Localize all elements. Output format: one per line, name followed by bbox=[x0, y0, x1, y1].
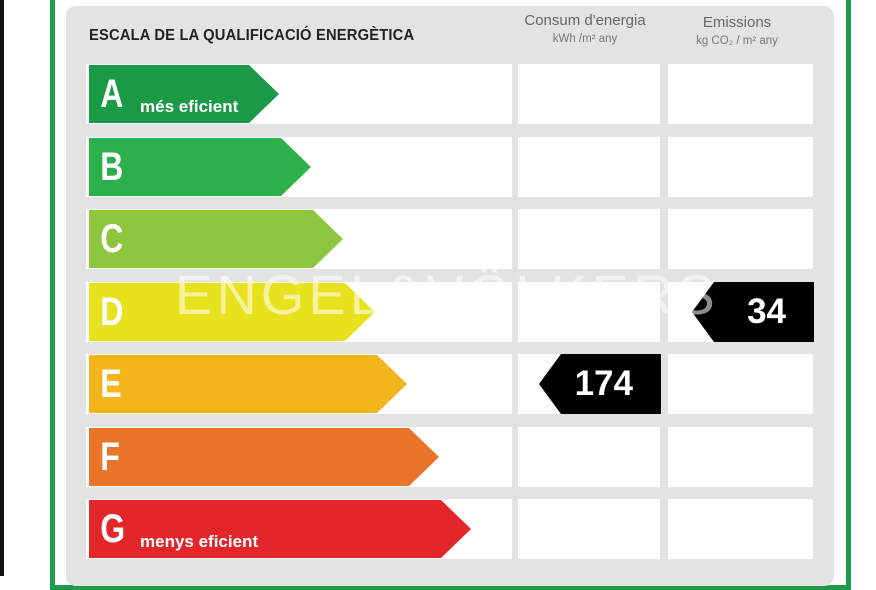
rating-arrow-d: D bbox=[89, 283, 375, 341]
rating-letter: C bbox=[100, 216, 124, 261]
rating-arrow-e: E bbox=[89, 355, 407, 413]
emissions-label: Emissions bbox=[702, 14, 772, 31]
rating-letter: B bbox=[100, 144, 124, 189]
left-border bbox=[0, 0, 4, 576]
emissions-cell-c bbox=[668, 209, 813, 269]
rating-letter: G bbox=[100, 506, 126, 551]
consum-cell-f bbox=[518, 427, 660, 487]
emissions-cell-f bbox=[668, 427, 813, 487]
emissions-column-header: Emissions kg CO₂ / m² any bbox=[668, 14, 806, 50]
rating-letter: E bbox=[100, 361, 122, 406]
consum-cell-d bbox=[518, 282, 660, 342]
rating-letter: A bbox=[100, 71, 124, 116]
emissions-unit: kg CO₂ / m² any bbox=[696, 35, 778, 47]
consum-cell-g bbox=[518, 499, 660, 559]
consum-label: Consum d'energia bbox=[524, 12, 646, 29]
rating-letter: F bbox=[100, 434, 120, 479]
rating-arrow-f: F bbox=[89, 428, 439, 486]
rating-caption: menys eficient bbox=[140, 532, 259, 551]
consum-cell-a bbox=[518, 64, 660, 124]
consum-cell-c bbox=[518, 209, 660, 269]
rating-arrow-c: C bbox=[89, 210, 343, 268]
label-title: ESCALA DE LA QUALIFICACIÓ ENERGÈTICA bbox=[89, 27, 415, 44]
emissions-cell-e bbox=[668, 354, 813, 414]
rating-caption: més eficient bbox=[140, 97, 239, 116]
emissions-cell-b bbox=[668, 137, 813, 197]
emissions-cell-a bbox=[668, 64, 813, 124]
consum-rating-marker: 174 bbox=[539, 354, 661, 414]
consum-unit: kWh /m² any bbox=[552, 33, 618, 45]
emissions-rating-marker: 34 bbox=[692, 282, 814, 342]
rating-letter: D bbox=[100, 289, 124, 334]
consum-column-header: Consum d'energia kWh /m² any bbox=[515, 12, 655, 48]
emissions-cell-g bbox=[668, 499, 813, 559]
consum-cell-b bbox=[518, 137, 660, 197]
rating-arrow-b: B bbox=[89, 138, 311, 196]
